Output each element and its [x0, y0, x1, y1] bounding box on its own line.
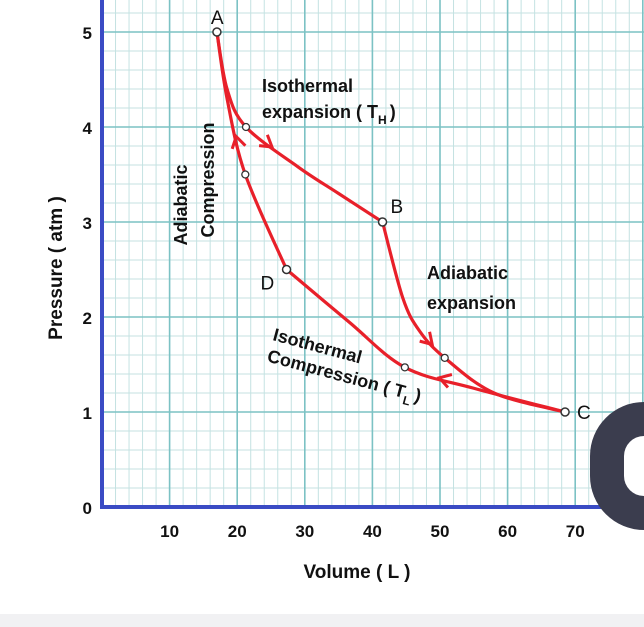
annotation-adiabatic-expansion-2: expansion: [427, 293, 516, 313]
labels: Volume ( L ) Pressure ( atm ) Isothermal…: [46, 76, 516, 583]
x-tick-label: 60: [498, 522, 517, 541]
y-tick-label: 5: [83, 24, 92, 43]
cycle-curves: A B C D: [211, 8, 591, 424]
annotation-adiabatic-compression-2: Compression: [198, 122, 218, 237]
x-axis-label: Volume ( L ): [304, 562, 411, 583]
state-label-c: C: [577, 403, 591, 424]
state-point: [212, 27, 222, 37]
direction-arrow-icon: [258, 134, 275, 149]
state-label-d: D: [261, 274, 275, 295]
curve-marker: [241, 122, 251, 132]
x-tick-label: 70: [566, 522, 585, 541]
tick-labels: 10 20 30 40 50 60 70 0 1 2 3 4 5: [83, 24, 585, 541]
direction-arrow-icon: [436, 373, 453, 389]
annotation-adiabatic-expansion-1: Adiabatic: [427, 263, 508, 283]
y-tick-label: 0: [83, 499, 92, 518]
bottom-bar: [0, 614, 644, 627]
curve-marker: [400, 363, 409, 372]
y-tick-label: 4: [83, 119, 93, 138]
state-point: [377, 217, 388, 227]
y-tick-label: 2: [83, 309, 92, 328]
axes: [100, 0, 644, 509]
state-label-a: A: [211, 8, 224, 29]
y-axis-label: Pressure ( atm ): [46, 196, 67, 340]
state-label-b: B: [391, 197, 404, 218]
annotation-isothermal-expansion-1: Isothermal: [262, 76, 353, 96]
y-tick-label: 1: [83, 404, 92, 423]
state-point: [281, 264, 292, 275]
direction-arrow-icon: [419, 331, 435, 347]
button-icon: [624, 436, 644, 496]
x-tick-label: 20: [228, 522, 247, 541]
curve-marker: [241, 170, 250, 179]
y-tick-label: 3: [83, 214, 92, 233]
x-tick-label: 10: [160, 522, 179, 541]
x-tick-label: 50: [431, 522, 450, 541]
process-curve: [215, 30, 289, 272]
annotation-adiabatic-compression-1: Adiabatic: [171, 164, 191, 245]
grid: [102, 0, 644, 508]
curve-marker: [440, 353, 449, 363]
x-tick-label: 30: [295, 522, 314, 541]
direction-arrow-icon: [230, 133, 247, 150]
state-point: [560, 407, 570, 417]
annotation-isothermal-expansion-2: expansion ( TH): [262, 102, 396, 127]
x-tick-label: 40: [363, 522, 382, 541]
